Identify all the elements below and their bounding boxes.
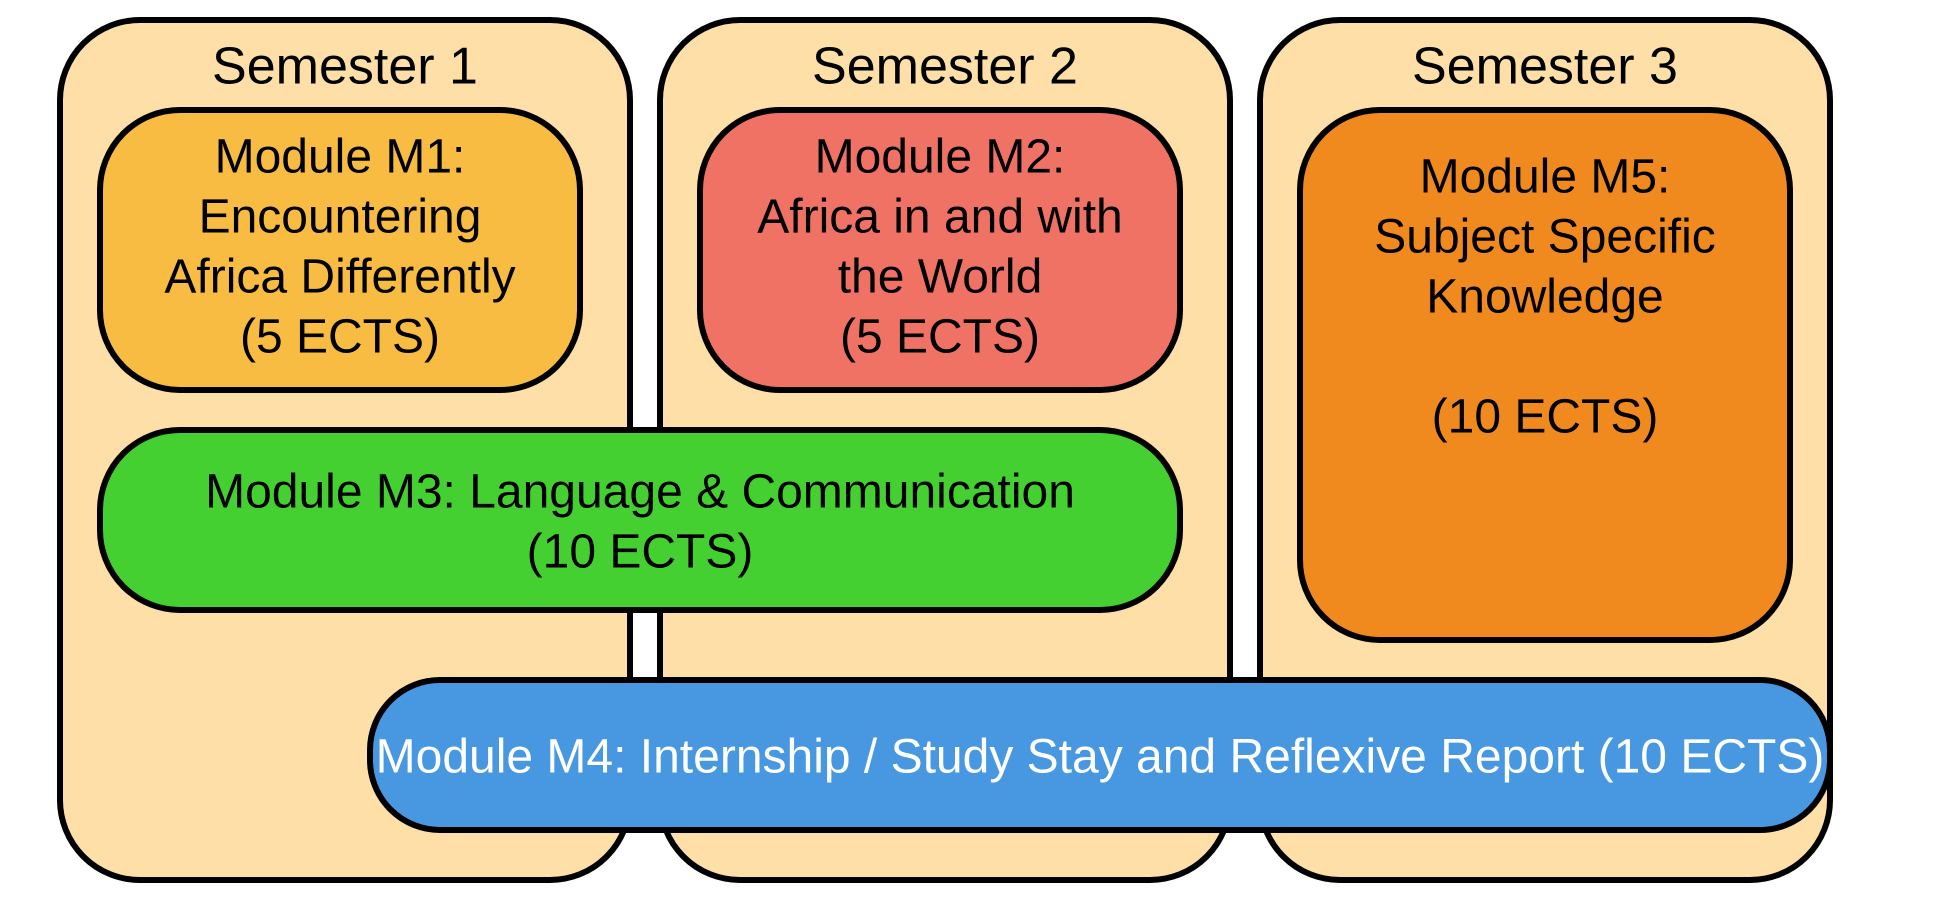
module-m1-line-3: (5 ECTS) xyxy=(240,311,440,364)
module-m2-line-2: the World xyxy=(838,251,1043,304)
module-m1-line-0: Module M1: xyxy=(215,131,466,184)
semester-title-s3: Semester 3 xyxy=(1412,38,1678,96)
module-m3-line-1: (10 ECTS) xyxy=(527,526,754,579)
module-box-m3 xyxy=(100,430,1180,610)
module-m2-line-3: (5 ECTS) xyxy=(840,311,1040,364)
module-m3-line-0: Module M3: Language & Communication xyxy=(205,466,1075,519)
semester-title-s1: Semester 1 xyxy=(212,38,478,96)
module-m4-line-0: Module M4: Internship / Study Stay and R… xyxy=(376,731,1825,784)
module-m2-line-1: Africa in and with xyxy=(757,191,1123,244)
module-m5-line-2: Knowledge xyxy=(1426,271,1664,324)
module-m5-line-1: Subject Specific xyxy=(1374,211,1716,264)
module-m2-line-0: Module M2: xyxy=(815,131,1066,184)
module-m5-line-0: Module M5: xyxy=(1420,151,1671,204)
semester-title-s2: Semester 2 xyxy=(812,38,1078,96)
module-m1-line-1: Encountering xyxy=(199,191,482,244)
module-m5-line-4: (10 ECTS) xyxy=(1432,391,1659,444)
module-m1-line-2: Africa Differently xyxy=(164,251,515,304)
